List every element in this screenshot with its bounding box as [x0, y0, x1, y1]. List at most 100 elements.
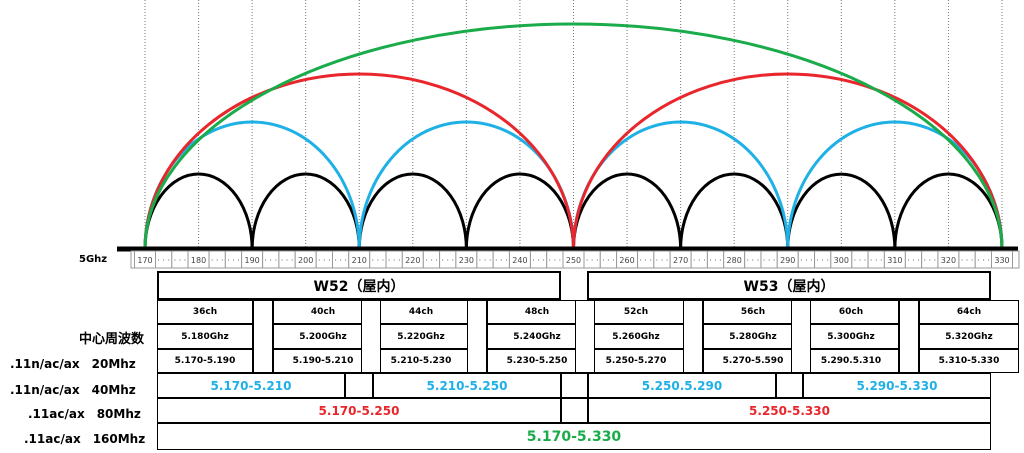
channel-name-3: 48ch: [487, 300, 587, 324]
tick-label-180: 180: [191, 256, 206, 265]
channel-name-7: 64ch: [919, 300, 1019, 324]
channel-freq-6: 5.300Ghz: [803, 324, 899, 349]
column-divider-1: [361, 300, 381, 373]
tick-gap-200-a: · · ·: [318, 256, 331, 265]
range-80mhz-1: 5.250-5.330: [588, 398, 991, 423]
tick-gap-220-b: · · ·: [441, 256, 454, 265]
channel-freq-4: 5.260Ghz: [588, 324, 684, 349]
channel-name-0: 36ch: [157, 300, 253, 324]
arc-80mhz-250-330: [572, 72, 1004, 250]
tick-gap-190-b: · · ·: [281, 256, 294, 265]
tick-label-260: 260: [619, 256, 634, 265]
tick-label-280: 280: [727, 256, 742, 265]
arc-20mhz-210-230: [357, 172, 468, 250]
tick-gap-260-b: · · ·: [656, 256, 669, 265]
band-w52: W52（屋内）: [157, 271, 561, 300]
channel-range-20mhz-3: 5.230-5.250: [487, 349, 587, 373]
tick-label-250: 250: [566, 256, 581, 265]
channel-range-20mhz-4: 5.250-5.270: [588, 349, 684, 373]
tick-gap-220-a: · · ·: [425, 256, 438, 265]
grid-lines: [144, 0, 1003, 249]
channel-name-4: 52ch: [588, 300, 684, 324]
channel-name-1: 40ch: [273, 300, 373, 324]
arc-20mhz-270-290: [679, 172, 790, 250]
channel-arcs: [143, 22, 1004, 250]
tick-label-300: 300: [834, 256, 849, 265]
tick-gap-320-a: · · ·: [961, 256, 974, 265]
tick-gap-230-a: · · ·: [479, 256, 492, 265]
tick-label-310: 310: [887, 256, 902, 265]
channel-range-20mhz-1: 5.190-5.210: [273, 349, 373, 373]
arc-20mhz-250-270: [572, 172, 683, 250]
channel-range-20mhz-7: 5.310-5.330: [919, 349, 1019, 373]
spacer-40mhz-1: [561, 373, 588, 398]
band-label: 5Ghz: [79, 254, 108, 265]
tick-label-290: 290: [780, 256, 795, 265]
column-divider-2: [467, 300, 487, 373]
column-divider-3: [575, 300, 595, 373]
channel-range-20mhz-5: 5.270-5.590: [703, 349, 803, 373]
channel-range-20mhz-6: 5.290.5.310: [803, 349, 899, 373]
column-divider-6: [899, 300, 919, 373]
tick-gap-300-a: · · ·: [854, 256, 867, 265]
tick-label-190: 190: [244, 256, 259, 265]
tick-label-330: 330: [994, 256, 1009, 265]
tick-gap-290-b: · · ·: [816, 256, 829, 265]
tick-gap-280-a: · · ·: [746, 256, 759, 265]
channel-freq-0: 5.180Ghz: [157, 324, 253, 349]
spacer-80mhz: [561, 398, 588, 423]
tick-gap-290-a: · · ·: [800, 256, 813, 265]
column-divider-5: [791, 300, 811, 373]
tick-gap-270-b: · · ·: [709, 256, 722, 265]
channel-range-20mhz-0: 5.170-5.190: [157, 349, 253, 373]
row-label-40mhz: .11n/ac/ax 40Mhz: [10, 383, 136, 397]
tick-gap-210-b: · · ·: [388, 256, 401, 265]
tick-label-210: 210: [352, 256, 367, 265]
tick-gap-310-b: · · ·: [923, 256, 936, 265]
channel-freq-2: 5.220Ghz: [373, 324, 469, 349]
column-divider-4: [683, 300, 703, 373]
tick-label-320: 320: [941, 256, 956, 265]
tick-gap-170-a: · · ·: [157, 256, 170, 265]
tick-gap-240-b: · · ·: [549, 256, 562, 265]
channel-range-20mhz-2: 5.210-5.230: [373, 349, 469, 373]
range-40mhz-0: 5.170-5.210: [157, 373, 345, 398]
channel-name-2: 44ch: [373, 300, 469, 324]
tick-gap-240-a: · · ·: [532, 256, 545, 265]
tick-gap-250-b: · · ·: [602, 256, 615, 265]
tick-label-220: 220: [405, 256, 420, 265]
tick-gap-180-b: · · ·: [227, 256, 240, 265]
arc-80mhz-170-250: [143, 72, 575, 250]
tick-gap-180-a: · · ·: [211, 256, 224, 265]
channel-name-6: 60ch: [803, 300, 899, 324]
channel-freq-1: 5.200Ghz: [273, 324, 373, 349]
tick-label-240: 240: [512, 256, 527, 265]
tick-label-230: 230: [459, 256, 474, 265]
tick-gap-260-a: · · ·: [639, 256, 652, 265]
row-label-20mhz: .11n/ac/ax 20Mhz: [10, 357, 136, 371]
tick-label-170: 170: [137, 256, 152, 265]
arc-160mhz-170-330: [143, 22, 1004, 250]
range-40mhz-2: 5.250.5.290: [588, 373, 776, 398]
tick-gap-280-b: · · ·: [763, 256, 776, 265]
row-label-center-frequency: 中心周波数: [79, 332, 145, 347]
channel-freq-3: 5.240Ghz: [487, 324, 587, 349]
tick-gap-190-a: · · ·: [264, 256, 277, 265]
channel-name-5: 56ch: [703, 300, 803, 324]
range-40mhz-1: 5.210-5.250: [373, 373, 561, 398]
tick-gap-200-b: · · ·: [334, 256, 347, 265]
arc-20mhz-190-210: [250, 172, 361, 250]
range-160mhz-0: 5.170-5.330: [157, 423, 991, 450]
tick-gap-230-b: · · ·: [495, 256, 508, 265]
tick-gap-250-a: · · ·: [586, 256, 599, 265]
row-label-80mhz: .11ac/ax 80Mhz: [28, 407, 141, 421]
tick-label-330-box: [991, 250, 1013, 269]
tick-gap-210-a: · · ·: [372, 256, 385, 265]
frequency-axis: 170 · · · · · · 180 · · · · · · 190 · · · · · · 2…: [117, 246, 1020, 269]
spacer-40mhz-0: [345, 373, 373, 398]
tick-gap-300-b: · · ·: [870, 256, 883, 265]
row-label-160mhz: .11ac/ax 160Mhz: [24, 432, 146, 446]
channel-freq-5: 5.280Ghz: [703, 324, 803, 349]
tick-gap-170-b: · · ·: [174, 256, 187, 265]
